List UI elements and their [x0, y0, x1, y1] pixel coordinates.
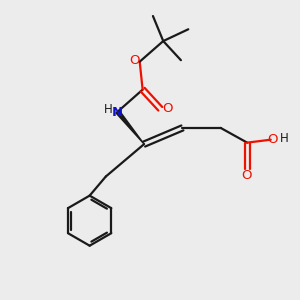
Text: O: O — [129, 54, 140, 67]
Text: O: O — [267, 133, 278, 146]
Polygon shape — [116, 110, 144, 144]
Text: O: O — [241, 169, 252, 182]
Text: H: H — [280, 132, 288, 145]
Text: N: N — [112, 106, 123, 119]
Text: H: H — [104, 103, 112, 116]
Text: O: O — [162, 102, 173, 115]
